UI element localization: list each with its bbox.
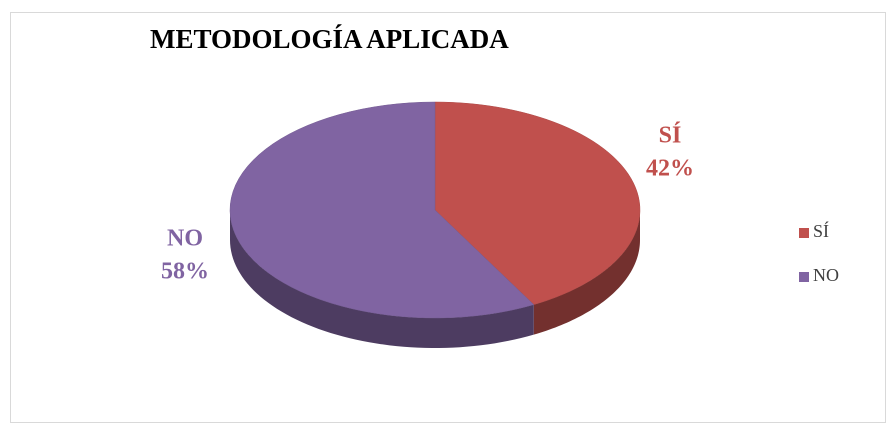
legend-swatch: [799, 272, 809, 282]
data-label-value: 42%: [646, 156, 694, 182]
pie-slice: [229, 101, 535, 319]
chart-title: METODOLOGÍA APLICADA: [150, 24, 509, 54]
pie-slice-side: [533, 210, 640, 335]
data-label-name: NO: [167, 226, 203, 252]
legend-label: NO: [813, 265, 839, 285]
pie-slice-side: [230, 210, 534, 348]
legend-swatch: [799, 228, 809, 238]
legend-label: SÍ: [813, 220, 829, 241]
data-label-value: 58%: [161, 259, 209, 285]
pie-slice: [434, 101, 641, 305]
data-label-name: SÍ: [659, 123, 682, 149]
